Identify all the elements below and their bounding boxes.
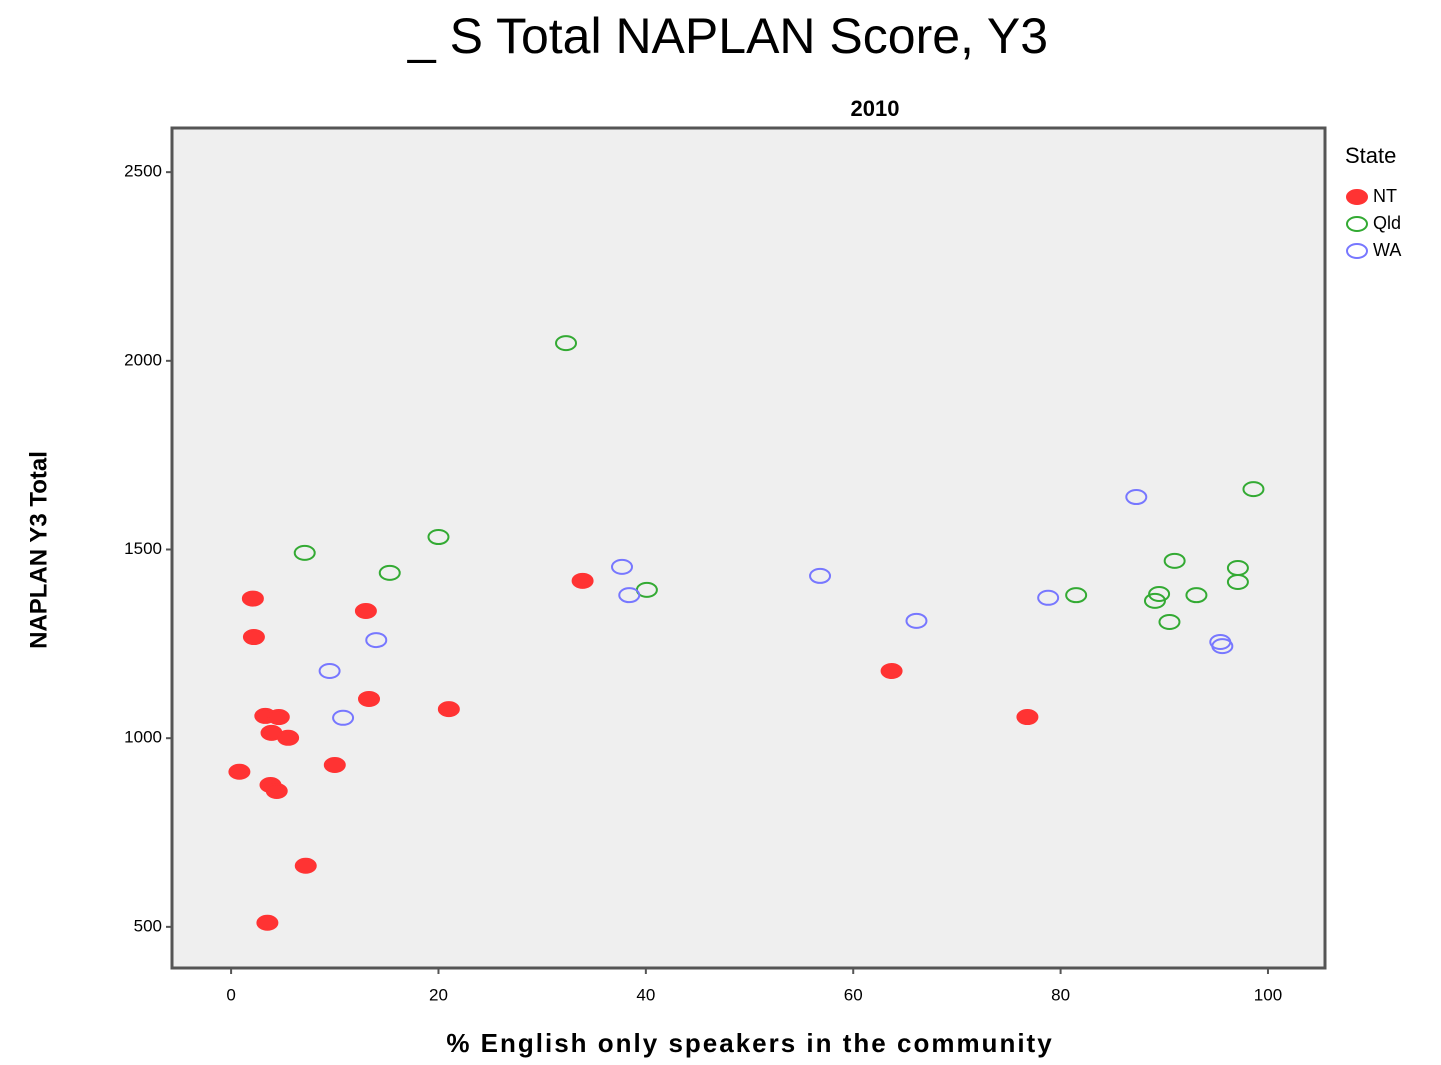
- x-tick-label: 80: [1051, 985, 1070, 1004]
- data-point: [242, 629, 265, 646]
- data-point: [228, 763, 251, 780]
- data-point: [256, 914, 279, 931]
- data-point: [358, 690, 381, 707]
- data-point: [618, 587, 641, 604]
- data-point: [378, 564, 401, 581]
- data-point: [1016, 709, 1039, 726]
- data-point: [437, 701, 460, 718]
- x-tick-label: 0: [226, 985, 235, 1004]
- data-point: [365, 632, 388, 649]
- data-point: [880, 663, 903, 680]
- data-point: [318, 663, 341, 680]
- data-point: [1158, 613, 1181, 630]
- plot-area: [170, 126, 1327, 970]
- legend-label: NT: [1373, 186, 1397, 206]
- data-point: [293, 544, 316, 561]
- data-point: [332, 709, 355, 726]
- legend-title: State: [1345, 143, 1396, 168]
- data-point: [905, 612, 928, 629]
- y-tick-label: 1000: [124, 728, 162, 747]
- data-point: [1242, 481, 1265, 498]
- chart-subtitle: 2010: [851, 96, 900, 121]
- y-tick-label: 1500: [124, 539, 162, 558]
- data-point: [1211, 638, 1234, 655]
- data-point: [1143, 592, 1166, 609]
- data-point: [611, 558, 634, 575]
- legend-marker: [1346, 243, 1368, 259]
- data-point: [294, 857, 317, 874]
- data-point: [267, 709, 290, 726]
- data-point: [571, 572, 594, 589]
- data-point: [1125, 489, 1148, 506]
- data-point: [277, 729, 300, 746]
- data-point: [241, 590, 264, 607]
- legend-marker: [1346, 189, 1368, 205]
- data-point: [1037, 589, 1060, 606]
- y-tick-label: 2000: [124, 350, 162, 369]
- y-tick-label: 500: [134, 916, 162, 935]
- data-point: [555, 335, 578, 352]
- legend-label: WA: [1373, 240, 1401, 260]
- x-tick-label: 100: [1254, 985, 1282, 1004]
- y-tick-label: 2500: [124, 162, 162, 181]
- x-axis-label: % English only speakers in the community: [446, 1028, 1053, 1058]
- legend-label: Qld: [1373, 213, 1401, 233]
- data-point: [809, 567, 832, 584]
- data-point: [1185, 587, 1208, 604]
- legend-marker: [1346, 216, 1368, 232]
- data-point: [265, 783, 288, 800]
- chart-title: _ S Total NAPLAN Score, Y3: [407, 8, 1048, 64]
- x-tick-label: 20: [429, 985, 448, 1004]
- data-point: [354, 603, 377, 620]
- data-point: [427, 529, 450, 546]
- x-tick-label: 60: [844, 985, 863, 1004]
- y-axis-label: NAPLAN Y3 Total: [25, 451, 52, 649]
- x-tick-label: 40: [636, 985, 655, 1004]
- data-point: [323, 756, 346, 773]
- data-point: [1163, 552, 1186, 569]
- data-point: [1226, 573, 1249, 590]
- data-point: [1065, 587, 1088, 604]
